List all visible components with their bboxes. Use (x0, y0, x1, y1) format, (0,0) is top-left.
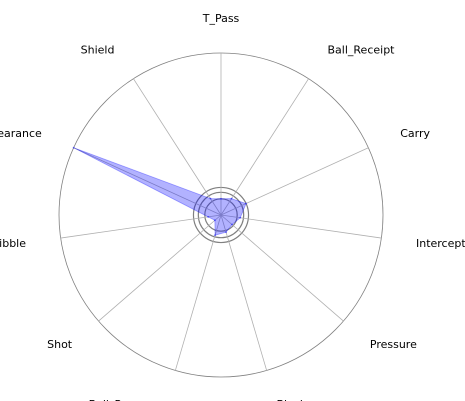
data-point-interception (239, 216, 242, 219)
radar-series (72, 146, 247, 237)
category-labels: T_Pass Ball_Receipt Carry Interception Press… (0, 12, 465, 401)
spoke-block (220, 214, 268, 371)
spoke-shield (133, 78, 222, 216)
data-point-block (225, 231, 227, 234)
category-label-pressure: Pressure (370, 338, 417, 351)
category-label-interception: Interception (416, 237, 465, 250)
data-point-shot (213, 219, 216, 222)
category-label-shot: Shot (47, 338, 73, 351)
spoke-clearance (73, 147, 222, 216)
data-point-ball-recovery (214, 234, 216, 237)
series-area-1 (73, 147, 247, 236)
spoke-interception (220, 214, 382, 239)
data-point-t-pass (220, 197, 222, 200)
category-label-dribble: Dribble (0, 237, 26, 250)
spoke-ball-recovery (174, 214, 222, 371)
category-label-shield: Shield (81, 43, 115, 56)
category-label-t-pass: T_Pass (202, 12, 240, 25)
data-point-dribble (207, 215, 210, 218)
spoke-dribble (60, 214, 222, 239)
spoke-ball-receipt (220, 78, 309, 216)
category-label-block: Block (277, 398, 307, 401)
spoke-shot (98, 214, 222, 322)
spoke-pressure (220, 214, 344, 322)
category-label-clearance: Clearance (0, 127, 42, 140)
category-label-ball-receipt: Ball_Receipt (328, 43, 396, 56)
radar-grid (58, 52, 384, 378)
category-label-ball-recovery: Ball_Recovery (89, 398, 166, 401)
category-label-carry: Carry (400, 127, 430, 140)
data-point-carry (245, 202, 247, 205)
data-point-pressure (231, 223, 233, 226)
data-point-ball-receipt (230, 197, 233, 200)
data-point-shield (209, 197, 212, 200)
data-point-clearance (72, 146, 75, 149)
